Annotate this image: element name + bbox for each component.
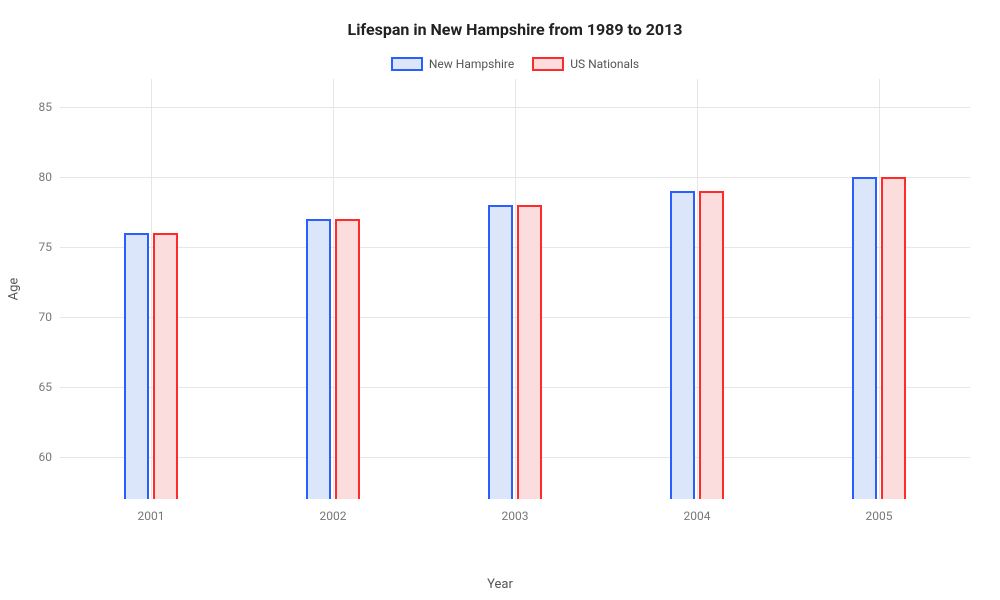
bar-series-0 — [670, 191, 695, 499]
bar-series-0 — [852, 177, 877, 499]
y-tick-label: 60 — [39, 450, 61, 464]
bar-series-0 — [488, 205, 513, 499]
x-axis-title: Year — [487, 577, 513, 592]
x-tick-label: 2002 — [320, 499, 347, 523]
bar-series-1 — [153, 233, 178, 499]
y-tick-label: 65 — [39, 380, 61, 394]
y-axis-title: Age — [7, 278, 22, 301]
x-tick-label: 2001 — [138, 499, 165, 523]
bar-series-1 — [335, 219, 360, 499]
y-tick-label: 75 — [39, 240, 61, 254]
chart-title: Lifespan in New Hampshire from 1989 to 2… — [60, 20, 970, 39]
chart-container: Lifespan in New Hampshire from 1989 to 2… — [0, 0, 1000, 600]
x-tick-label: 2003 — [502, 499, 529, 523]
legend-swatch-1 — [532, 57, 564, 71]
legend-swatch-0 — [391, 57, 423, 71]
y-tick-label: 85 — [39, 100, 61, 114]
y-tick-label: 70 — [39, 310, 61, 324]
plot-area: 60657075808520012002200320042005 — [60, 79, 970, 499]
legend-label-1: US Nationals — [570, 57, 639, 71]
bar-series-1 — [517, 205, 542, 499]
bar-series-1 — [881, 177, 906, 499]
x-tick-label: 2004 — [684, 499, 711, 523]
legend-item-0: New Hampshire — [391, 57, 514, 71]
bar-series-0 — [306, 219, 331, 499]
bar-series-1 — [699, 191, 724, 499]
legend-label-0: New Hampshire — [429, 57, 514, 71]
bar-series-0 — [124, 233, 149, 499]
y-tick-label: 80 — [39, 170, 61, 184]
legend-item-1: US Nationals — [532, 57, 639, 71]
x-tick-label: 2005 — [866, 499, 893, 523]
legend: New Hampshire US Nationals — [60, 57, 970, 71]
